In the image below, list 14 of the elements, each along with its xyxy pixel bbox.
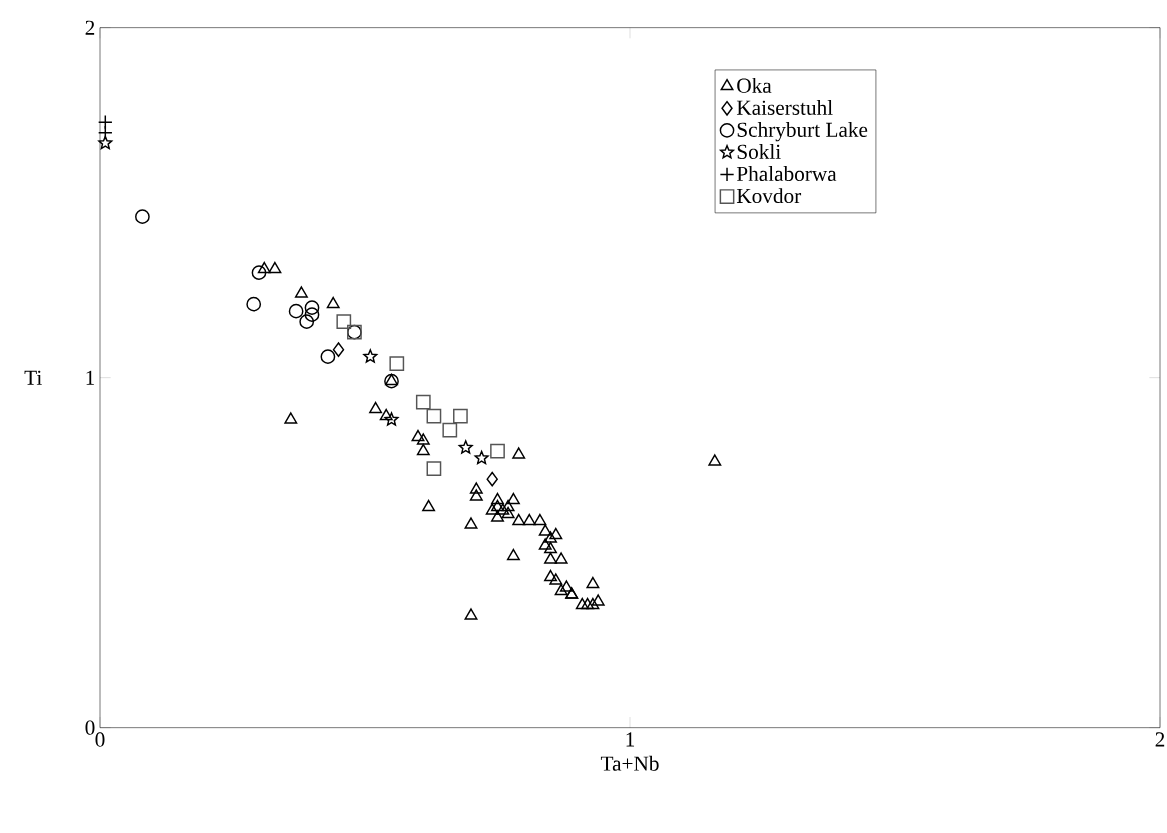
y-tick-label: 0 — [85, 720, 95, 735]
legend-label: Kaiserstuhl — [736, 99, 833, 115]
legend-label: Phalaborwa — [736, 166, 837, 182]
y-axis-title: Ti — [24, 370, 42, 385]
x-tick-label: 1 — [626, 732, 635, 747]
legend-label: Sokli — [737, 144, 781, 160]
x-axis-title: Ta+Nb — [600, 755, 659, 771]
legend-label: Schryburt Lake — [737, 122, 868, 142]
y-tick-label: 2 — [85, 20, 95, 35]
legend-label: Kovdor — [736, 188, 802, 204]
y-tick-label: 1 — [86, 370, 95, 385]
legend-label: Oka — [737, 77, 772, 93]
x-tick-label: 0 — [95, 732, 105, 747]
x-tick-label: 2 — [1155, 732, 1165, 747]
